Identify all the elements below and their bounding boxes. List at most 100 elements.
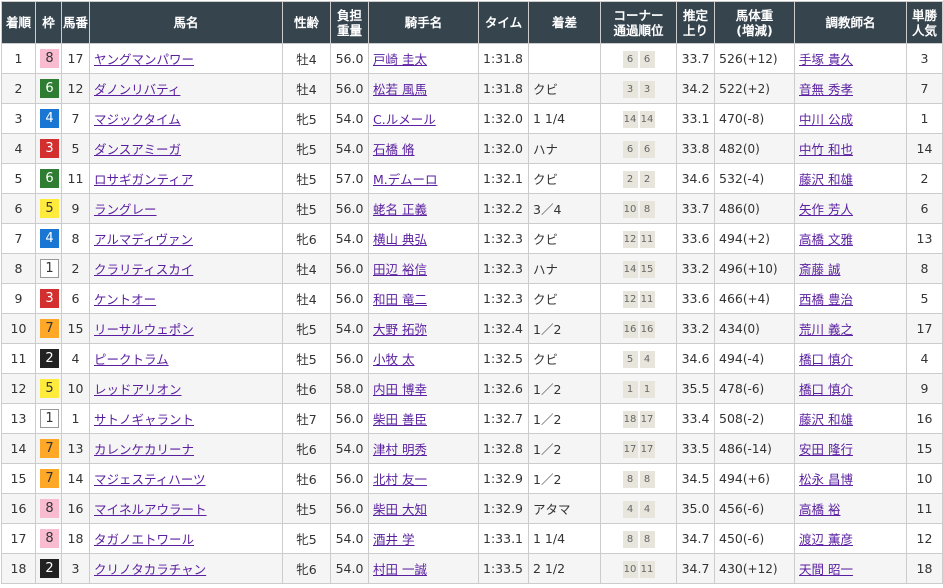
corner-position: 14 <box>622 110 638 128</box>
jockey-cell: 大野 拓弥 <box>368 313 479 344</box>
last-3f-cell: 34.7 <box>676 553 715 584</box>
jockey-link[interactable]: 柴田 大知 <box>373 502 427 517</box>
horse-name-link[interactable]: クリノタカラチャン <box>94 562 207 577</box>
horse-name-link[interactable]: サトノギャラント <box>94 412 195 427</box>
trainer-link[interactable]: 荒川 義之 <box>799 322 853 337</box>
corner-position: 18 <box>622 410 638 428</box>
trainer-link[interactable]: 高橋 文雅 <box>799 232 853 247</box>
horse-name-link[interactable]: ロサギガンティア <box>94 172 194 187</box>
jockey-link[interactable]: C.ルメール <box>373 112 436 127</box>
jockey-link[interactable]: 蛯名 正義 <box>373 202 427 217</box>
corner-position: 16 <box>622 320 638 338</box>
time-cell: 1:32.1 <box>478 163 529 194</box>
trainer-link[interactable]: 高橋 裕 <box>799 502 841 517</box>
weight-cell: 56.0 <box>330 43 369 74</box>
trainer-link[interactable]: 松永 昌博 <box>799 472 853 487</box>
weight-cell: 56.0 <box>330 283 369 314</box>
sex-age-cell: 牡5 <box>282 163 331 194</box>
weight-change: (-6) <box>742 382 765 396</box>
table-row: 16 8 16 マイネルアウラート 牡5 56.0 柴田 大知 1:32.9 アタマ 4 4 35.0… <box>1 493 943 524</box>
jockey-link[interactable]: 柴田 善臣 <box>373 412 427 427</box>
popularity-cell: 14 <box>906 133 943 164</box>
trainer-link[interactable]: 安田 隆行 <box>799 442 853 457</box>
jockey-link[interactable]: 田辺 裕信 <box>373 262 427 277</box>
corner-position: 3 <box>622 80 638 98</box>
trainer-link[interactable]: 藤沢 和雄 <box>799 172 853 187</box>
sex-age-cell: 牝5 <box>282 133 331 164</box>
frame-badge: 7 <box>40 319 59 338</box>
weight-cell: 54.0 <box>330 133 369 164</box>
jockey-link[interactable]: 横山 典弘 <box>373 232 427 247</box>
trainer-link[interactable]: 藤沢 和雄 <box>799 412 853 427</box>
jockey-link[interactable]: 戸崎 圭太 <box>373 52 427 67</box>
rank-cell: 5 <box>1 163 36 194</box>
trainer-cell: 松永 昌博 <box>794 463 907 494</box>
corner-position: 17 <box>639 440 655 458</box>
horse-number-cell: 7 <box>61 103 90 134</box>
body-weight-cell: 496(+10) <box>714 253 795 284</box>
jockey-link[interactable]: 北村 友一 <box>373 472 427 487</box>
trainer-link[interactable]: 橋口 慎介 <box>799 352 853 367</box>
horse-name-link[interactable]: マジェスティハーツ <box>94 472 206 487</box>
horse-name-link[interactable]: ラングレー <box>94 202 157 217</box>
horse-name-link[interactable]: カレンケカリーナ <box>94 442 195 457</box>
corner-position: 8 <box>639 530 655 548</box>
horse-name-link[interactable]: クラリティスカイ <box>94 262 194 277</box>
header-popularity: 単勝 人気 <box>906 1 943 44</box>
trainer-link[interactable]: 渡辺 薫彦 <box>799 532 853 547</box>
weight-cell: 56.0 <box>330 193 369 224</box>
horse-name-link[interactable]: ダノンリバティ <box>94 82 181 97</box>
table-row: 15 7 14 マジェスティハーツ 牡6 56.0 北村 友一 1:32.9 1／2 8 8 34.5… <box>1 463 943 494</box>
trainer-cell: 中竹 和也 <box>794 133 907 164</box>
jockey-link[interactable]: 酒井 学 <box>373 532 415 547</box>
trainer-link[interactable]: 音無 秀孝 <box>799 82 853 97</box>
horse-name-link[interactable]: リーサルウェポン <box>94 322 194 337</box>
jockey-link[interactable]: 大野 拓弥 <box>373 322 427 337</box>
trainer-link[interactable]: 天間 昭一 <box>799 562 853 577</box>
margin-cell: アタマ <box>528 493 601 524</box>
corner-position: 17 <box>622 440 638 458</box>
weight-cell: 54.0 <box>330 553 369 584</box>
weight-change: (-14) <box>742 442 772 456</box>
weight-change: (+4) <box>742 292 770 306</box>
weight-change: (+6) <box>742 472 770 486</box>
jockey-link[interactable]: 村田 一誠 <box>373 562 427 577</box>
horse-name-link[interactable]: マジックタイム <box>94 112 181 127</box>
jockey-link[interactable]: 小牧 太 <box>373 352 415 367</box>
jockey-link[interactable]: M.デムーロ <box>373 172 438 187</box>
jockey-link[interactable]: 内田 博幸 <box>373 382 427 397</box>
weight-change: (0) <box>742 322 760 336</box>
time-cell: 1:32.0 <box>478 133 529 164</box>
horse-name-link[interactable]: ピークトラム <box>94 352 169 367</box>
horse-name-link[interactable]: マイネルアウラート <box>94 502 207 517</box>
table-row: 5 6 11 ロサギガンティア 牡5 57.0 M.デムーロ 1:32.1 クビ 2 2 34.6 53… <box>1 163 943 194</box>
trainer-link[interactable]: 矢作 芳人 <box>799 202 853 217</box>
trainer-link[interactable]: 中川 公成 <box>799 112 853 127</box>
time-cell: 1:32.6 <box>478 373 529 404</box>
horse-name-link[interactable]: タガノエトワール <box>94 532 195 547</box>
jockey-link[interactable]: 石橋 脩 <box>373 142 415 157</box>
trainer-link[interactable]: 西橋 豊治 <box>799 292 853 307</box>
trainer-link[interactable]: 手塚 貴久 <box>799 52 853 67</box>
trainer-link[interactable]: 橋口 慎介 <box>799 382 853 397</box>
frame-cell: 3 <box>35 133 62 164</box>
horse-number-cell: 15 <box>61 313 90 344</box>
margin-cell <box>528 43 601 74</box>
frame-badge: 4 <box>40 229 59 248</box>
horse-name-link[interactable]: レッドアリオン <box>94 382 182 397</box>
horse-name-link[interactable]: ダンスアミーガ <box>94 142 182 157</box>
horse-name-link[interactable]: ヤングマンパワー <box>94 52 195 67</box>
jockey-link[interactable]: 津村 明秀 <box>373 442 427 457</box>
weight-change: (-8) <box>742 112 765 126</box>
trainer-link[interactable]: 中竹 和也 <box>799 142 853 157</box>
horse-name-link[interactable]: ケントオー <box>94 292 157 307</box>
jockey-link[interactable]: 松若 風馬 <box>373 82 427 97</box>
trainer-link[interactable]: 斎藤 誠 <box>799 262 841 277</box>
body-weight-cell: 434(0) <box>714 313 795 344</box>
corner-position: 8 <box>622 470 638 488</box>
horse-name-link[interactable]: アルマディヴァン <box>94 232 194 247</box>
rank-cell: 18 <box>1 553 36 584</box>
jockey-link[interactable]: 和田 竜二 <box>373 292 427 307</box>
sex-age-cell: 牡5 <box>282 343 331 374</box>
